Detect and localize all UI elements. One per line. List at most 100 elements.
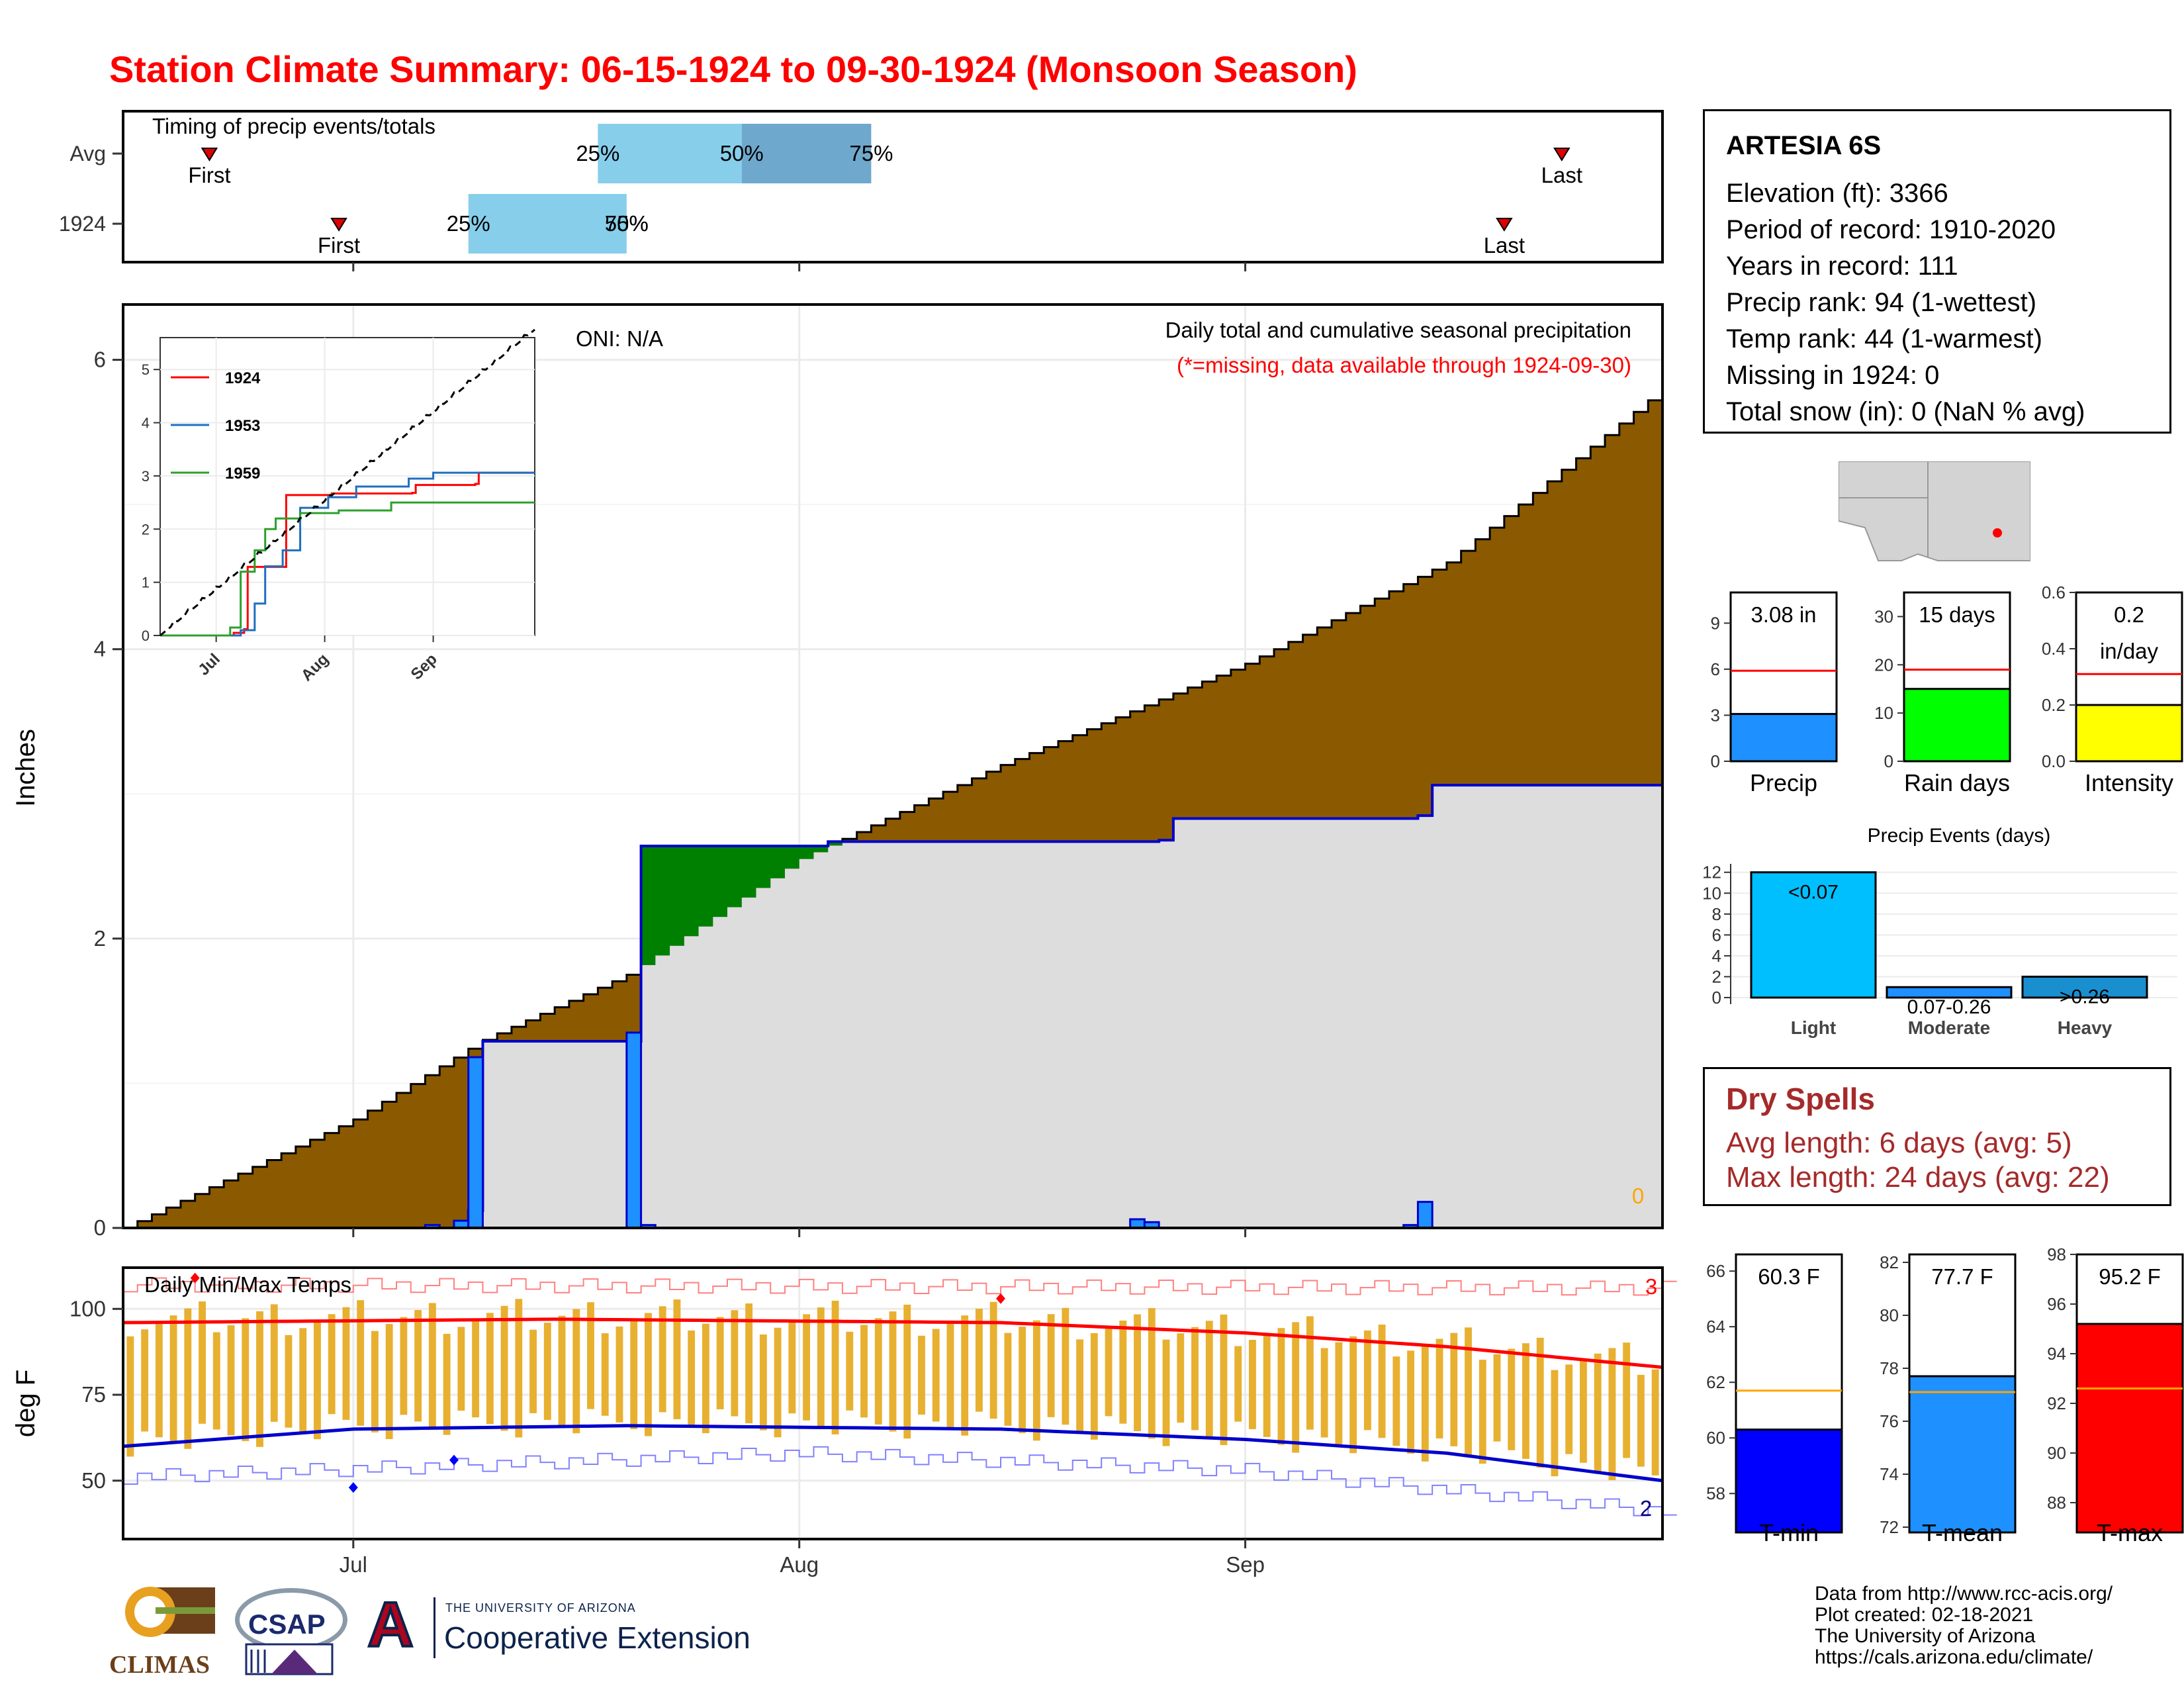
missing-count-label: 0	[1632, 1184, 1644, 1208]
events-bar-label: <0.07	[1788, 882, 1839, 904]
dry-spells-avg: Avg length: 6 days (avg: 5)	[1726, 1127, 2072, 1159]
mini-y-tick-label: 9	[1711, 613, 1720, 633]
daily-temp-range-bar	[1148, 1308, 1156, 1439]
daily-temp-range-bar	[673, 1299, 681, 1419]
dry-spells-max: Max length: 24 days (avg: 22)	[1726, 1161, 2110, 1194]
daily-temp-range-bar	[874, 1318, 882, 1425]
mini-y-tick-label: 6	[1711, 659, 1720, 679]
daily-temp-range-bar	[1134, 1314, 1141, 1431]
mini-value-label: 0.2	[2114, 602, 2144, 627]
mini-y-tick-label: 30	[1874, 606, 1893, 626]
locator-map	[1839, 461, 2030, 564]
daily-temp-range-bar	[500, 1305, 508, 1431]
avg-tmin-line	[122, 1424, 1663, 1483]
record-marker	[190, 1272, 200, 1284]
mini-y-tick-label: 0.0	[2042, 751, 2066, 771]
inset-y-tick-label: 5	[142, 361, 150, 378]
main-y-tick-label: 0	[94, 1215, 106, 1240]
daily-temp-range-bar	[1234, 1346, 1242, 1422]
events-bar	[1886, 986, 2013, 999]
daily-temp-range-bar	[212, 1332, 220, 1430]
tbar-y-tick-label: 76	[1880, 1411, 1899, 1431]
last-marker-label: Last	[1541, 163, 1582, 187]
daily-precip-bar	[1416, 1201, 1433, 1229]
mini-y-tick-label: 3	[1711, 705, 1720, 725]
daily-temp-range-bar	[1407, 1350, 1415, 1454]
daily-temp-range-bar	[428, 1303, 436, 1429]
daily-temp-range-bar	[788, 1321, 796, 1414]
events-y-tick-label: 0	[1712, 988, 1721, 1008]
mini-category-label: Precip	[1750, 769, 1817, 796]
inset-y-tick-label: 2	[142, 521, 150, 538]
quantile-bar-25-50	[598, 124, 742, 183]
events-y-tick-label: 10	[1702, 883, 1721, 903]
daily-temp-range-bar	[486, 1313, 494, 1425]
ua-bottom-text: Cooperative Extension	[444, 1620, 751, 1655]
daily-temp-range-bar	[543, 1323, 551, 1420]
daily-temp-range-bar	[759, 1334, 767, 1430]
events-bar-label: >0.26	[2060, 986, 2110, 1008]
tbar-value-bar	[2075, 1323, 2184, 1534]
ua-logo: A THE UNIVERSITY OF ARIZONA Cooperative …	[361, 1589, 758, 1665]
daily-temp-range-bar	[227, 1325, 235, 1436]
inset-series-line	[160, 501, 535, 637]
first-marker	[201, 148, 218, 162]
station-detail-line: Precip rank: 94 (1-wettest)	[1726, 288, 2037, 317]
tbar-y-tick-label: 92	[2047, 1393, 2066, 1413]
daily-temp-range-bar	[1421, 1344, 1429, 1462]
mini-value-label: in/day	[2100, 639, 2159, 663]
daily-temp-range-bar	[1277, 1328, 1285, 1445]
events-y-tick-label: 8	[1712, 904, 1721, 924]
daily-temp-range-bar	[918, 1335, 925, 1415]
main-y-axis-label: Inches	[11, 729, 40, 807]
daily-temp-range-bar	[615, 1326, 623, 1423]
mini-y-tick-label: 20	[1874, 655, 1893, 675]
daily-temp-range-bar	[414, 1310, 422, 1422]
daily-temp-range-bar	[1032, 1320, 1040, 1441]
inset-series-line	[160, 471, 535, 637]
daily-temp-range-bar	[989, 1301, 997, 1419]
temp-summary-charts: 58 60 62 64 66 60.3 F 72 74 76 78 80 82 77.7 F 88 90 92…	[1706, 1244, 2184, 1542]
daily-temp-range-bar	[558, 1315, 566, 1427]
station-detail-line: Total snow (in): 0 (NaN % avg)	[1726, 397, 2085, 426]
daily-temp-range-bar	[946, 1322, 954, 1429]
inset-y-tick-label: 4	[142, 415, 150, 432]
temp-x-tick-label: Sep	[1226, 1552, 1265, 1577]
daily-temp-range-bar	[1493, 1354, 1501, 1442]
daily-temp-range-bar	[831, 1300, 839, 1434]
daily-temp-range-bar	[1580, 1359, 1587, 1463]
mini-y-tick-label: 0.6	[2042, 583, 2066, 602]
daily-temp-range-bar	[1220, 1314, 1228, 1446]
temp-y-tick-label: 50	[81, 1468, 106, 1493]
tbar-y-tick-label: 98	[2047, 1244, 2066, 1264]
main-subtitle: Daily total and cumulative seasonal prec…	[1165, 318, 1631, 342]
tbar-category-label: T-max	[2097, 1519, 2163, 1542]
daily-temp-range-bar	[385, 1324, 393, 1439]
main-y-tick-label: 6	[94, 348, 106, 372]
record-high-line	[123, 1277, 1677, 1296]
daily-temp-range-bar	[400, 1317, 408, 1415]
ua-letter-icon: A	[366, 1589, 414, 1660]
daily-temp-range-bar	[774, 1327, 782, 1438]
last-marker	[1496, 218, 1513, 232]
timing-row-label: 1924	[59, 212, 106, 236]
daily-temp-range-bar	[443, 1333, 451, 1435]
station-detail-line: Elevation (ft): 3366	[1726, 179, 1948, 208]
events-category-label: Moderate	[1908, 1017, 1990, 1038]
daily-temp-range-bar	[328, 1314, 336, 1415]
daily-temp-range-bar	[529, 1329, 537, 1413]
mini-value-label: 3.08 in	[1751, 602, 1816, 627]
tbar-value-label: 60.3 F	[1758, 1264, 1820, 1289]
climas-emblem	[125, 1587, 215, 1637]
tbar-category-label: T-mean	[1922, 1519, 2003, 1542]
dry-spells-box: Dry Spells Avg length: 6 days (avg: 5) M…	[1703, 1067, 2171, 1206]
daily-temp-range-bar	[1508, 1348, 1516, 1450]
tbar-y-tick-label: 78	[1880, 1358, 1899, 1378]
daily-temp-range-bar	[587, 1302, 594, 1409]
station-detail-line: Missing in 1924: 0	[1726, 361, 1940, 390]
daily-temp-range-bar	[1263, 1334, 1271, 1437]
daily-precip-bar	[467, 1056, 484, 1229]
events-y-tick-label: 4	[1712, 946, 1721, 966]
